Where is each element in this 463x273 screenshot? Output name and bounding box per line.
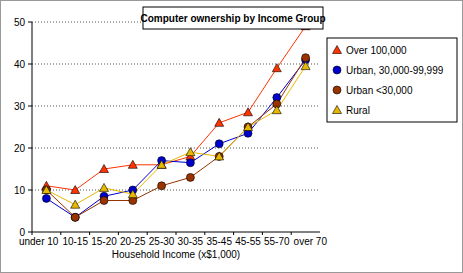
data-point — [215, 152, 224, 160]
data-point — [42, 186, 50, 194]
legend-marker — [333, 66, 341, 74]
tick — [233, 232, 234, 235]
data-point — [128, 160, 137, 168]
data-point — [42, 186, 51, 194]
legend-label: Urban, 30,000-99,999 — [346, 65, 444, 76]
tick — [291, 232, 292, 235]
chart: 01020304050under 1010-1515-2020-2525-303… — [0, 0, 463, 273]
legend-marker — [333, 46, 342, 54]
tick — [28, 232, 32, 233]
tick — [204, 232, 205, 235]
data-point — [158, 182, 166, 190]
data-point — [157, 160, 166, 168]
data-point — [42, 194, 50, 202]
series-line — [46, 60, 305, 218]
legend — [327, 38, 457, 122]
tick-label: 30 — [14, 101, 26, 112]
tick-label: 45-55 — [235, 236, 261, 247]
data-point — [71, 213, 79, 221]
tick-label: 50 — [14, 17, 26, 28]
tick-label: 30-35 — [178, 236, 204, 247]
data-point — [100, 183, 109, 191]
y-axis — [32, 22, 33, 232]
data-point — [186, 173, 194, 181]
data-point — [215, 140, 223, 148]
grid-line — [32, 148, 320, 149]
legend-label: Rural — [346, 105, 370, 116]
data-point — [186, 159, 194, 167]
data-point — [71, 213, 79, 221]
data-point — [100, 165, 109, 173]
data-point — [71, 200, 80, 208]
data-point — [100, 197, 108, 205]
plot-area — [42, 22, 310, 221]
legend-label: Urban <30,000 — [346, 85, 413, 96]
tick-label: over 70 — [294, 236, 328, 247]
data-point — [128, 190, 137, 198]
background — [1, 1, 463, 273]
tick-label: 20-25 — [120, 236, 146, 247]
data-point — [244, 123, 253, 131]
tick — [89, 232, 90, 235]
tick — [147, 232, 148, 235]
tick-label: 55-70 — [264, 236, 290, 247]
tick — [28, 64, 32, 65]
data-point — [186, 148, 195, 156]
legend-marker — [333, 106, 342, 114]
tick — [28, 22, 32, 23]
series-line — [46, 66, 305, 205]
legend-label: Over 100,000 — [346, 45, 407, 56]
tick-label: 25-30 — [149, 236, 175, 247]
tick — [176, 232, 177, 235]
data-point — [244, 108, 253, 116]
series-line — [46, 58, 305, 218]
tick — [118, 232, 119, 235]
data-point — [272, 64, 281, 72]
data-point — [215, 118, 224, 126]
title: Computer ownership by Income Group — [140, 13, 325, 24]
tick — [32, 232, 33, 235]
tick — [60, 232, 61, 235]
data-point — [302, 54, 310, 62]
legend-marker — [333, 86, 341, 94]
tick-label: 20 — [14, 143, 26, 154]
data-point — [272, 106, 281, 114]
series-line — [46, 26, 305, 190]
data-point — [244, 123, 252, 131]
axis-label: Household Income (x$1,000) — [112, 249, 240, 260]
tick-label: 35-45 — [206, 236, 232, 247]
tick-label: 40 — [14, 59, 26, 70]
tick-label: under 10 — [19, 236, 59, 247]
tick — [28, 190, 32, 191]
tick-label: 15-20 — [91, 236, 117, 247]
tick-label: 10 — [14, 185, 26, 196]
data-point — [215, 152, 223, 160]
tick — [28, 148, 32, 149]
data-point — [71, 186, 80, 194]
data-point — [301, 62, 310, 70]
tick — [262, 232, 263, 235]
tick-label: 10-15 — [62, 236, 88, 247]
tick — [28, 106, 32, 107]
